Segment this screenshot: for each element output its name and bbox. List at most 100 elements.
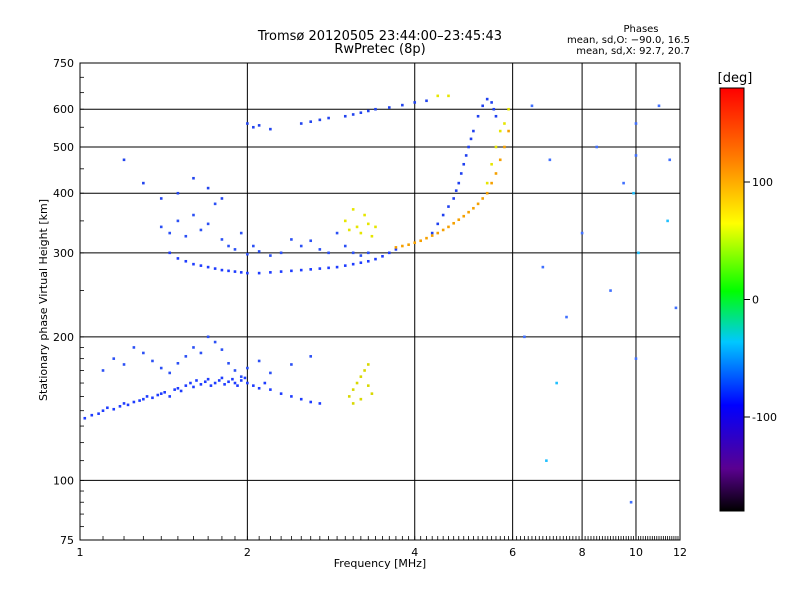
series-5 <box>430 97 498 235</box>
data-point <box>97 412 100 415</box>
data-point <box>213 340 217 344</box>
colorbar-gradient <box>720 88 744 511</box>
data-point <box>366 222 370 226</box>
data-point <box>629 500 633 504</box>
data-point <box>359 111 363 115</box>
data-point <box>309 239 313 243</box>
data-point <box>387 106 391 109</box>
data-point <box>381 254 384 258</box>
data-point <box>269 127 272 131</box>
data-point <box>548 158 552 162</box>
colorbar-tick-label: 100 <box>752 176 773 189</box>
data-point <box>318 402 322 405</box>
data-point <box>436 222 440 226</box>
data-point <box>343 219 347 223</box>
data-point <box>199 264 203 267</box>
data-point <box>609 289 612 292</box>
plot-grid <box>80 63 680 540</box>
data-point <box>430 234 434 237</box>
x-axis-label: Frequency [MHz] <box>334 557 426 570</box>
data-point <box>441 228 445 232</box>
data-point <box>163 391 166 394</box>
data-point <box>441 213 445 217</box>
y-tick-label: 300 <box>53 247 74 260</box>
data-point <box>173 388 176 391</box>
data-point <box>159 392 163 395</box>
data-point <box>485 97 489 101</box>
data-point <box>233 381 237 385</box>
data-point <box>168 395 172 398</box>
data-point <box>503 145 506 149</box>
data-point <box>430 231 434 235</box>
data-point <box>565 315 568 319</box>
data-point <box>159 225 163 229</box>
data-point <box>454 189 458 192</box>
data-point <box>370 392 374 395</box>
series-0 <box>83 376 322 420</box>
data-point <box>145 395 149 398</box>
data-point <box>151 396 154 400</box>
data-point <box>452 197 455 200</box>
data-point <box>359 231 363 235</box>
data-point <box>168 231 172 235</box>
data-point <box>309 268 313 271</box>
phases-o-stats: mean, sd,O: −90.0, 16.5 <box>567 35 690 46</box>
data-point <box>595 145 599 149</box>
data-point <box>90 413 94 417</box>
data-point <box>666 219 669 223</box>
data-point <box>374 225 377 229</box>
data-point <box>246 252 249 256</box>
colorbar-tick-label: 0 <box>752 294 759 307</box>
data-point <box>101 369 105 372</box>
data-point <box>413 241 417 245</box>
series-4 <box>122 99 428 200</box>
data-point <box>472 206 475 210</box>
data-point <box>199 351 203 355</box>
data-point <box>269 254 272 257</box>
data-point <box>359 397 363 401</box>
data-point <box>318 118 322 122</box>
data-point <box>257 250 261 253</box>
data-point <box>189 381 192 385</box>
data-point <box>343 114 347 118</box>
data-point <box>481 104 484 108</box>
data-point <box>299 122 303 125</box>
data-point <box>252 244 255 248</box>
data-point <box>243 376 247 380</box>
data-point <box>419 239 422 243</box>
data-point <box>118 405 122 408</box>
data-point <box>355 225 359 229</box>
data-point <box>462 214 466 218</box>
data-point <box>490 181 493 185</box>
data-point <box>206 335 210 339</box>
data-point <box>299 244 303 248</box>
data-point <box>122 363 126 366</box>
data-point <box>223 383 226 386</box>
series-3 <box>159 202 370 257</box>
y-tick-label: 100 <box>53 474 74 487</box>
data-point <box>494 172 498 175</box>
data-point <box>355 381 359 385</box>
data-point <box>263 381 267 385</box>
data-point <box>394 248 398 251</box>
data-point <box>485 181 489 185</box>
data-point <box>467 210 470 214</box>
y-tick-label: 400 <box>53 187 74 200</box>
data-point <box>374 107 377 111</box>
y-tick-label: 200 <box>53 331 74 344</box>
y-axis-ticks: 75 100 200 300 400 500 600 750 <box>53 57 84 547</box>
data-point <box>436 94 440 98</box>
y-tick-label: 750 <box>53 57 74 70</box>
data-point <box>485 191 489 195</box>
data-point <box>156 393 160 397</box>
data-point <box>481 197 484 200</box>
x-tick-label: 6 <box>509 546 516 559</box>
data-point <box>425 236 428 240</box>
data-point <box>490 162 493 166</box>
data-point <box>580 231 584 235</box>
data-point <box>257 386 261 390</box>
data-point <box>503 122 506 125</box>
data-point <box>126 403 130 407</box>
data-point <box>132 400 136 404</box>
data-point <box>179 389 183 393</box>
